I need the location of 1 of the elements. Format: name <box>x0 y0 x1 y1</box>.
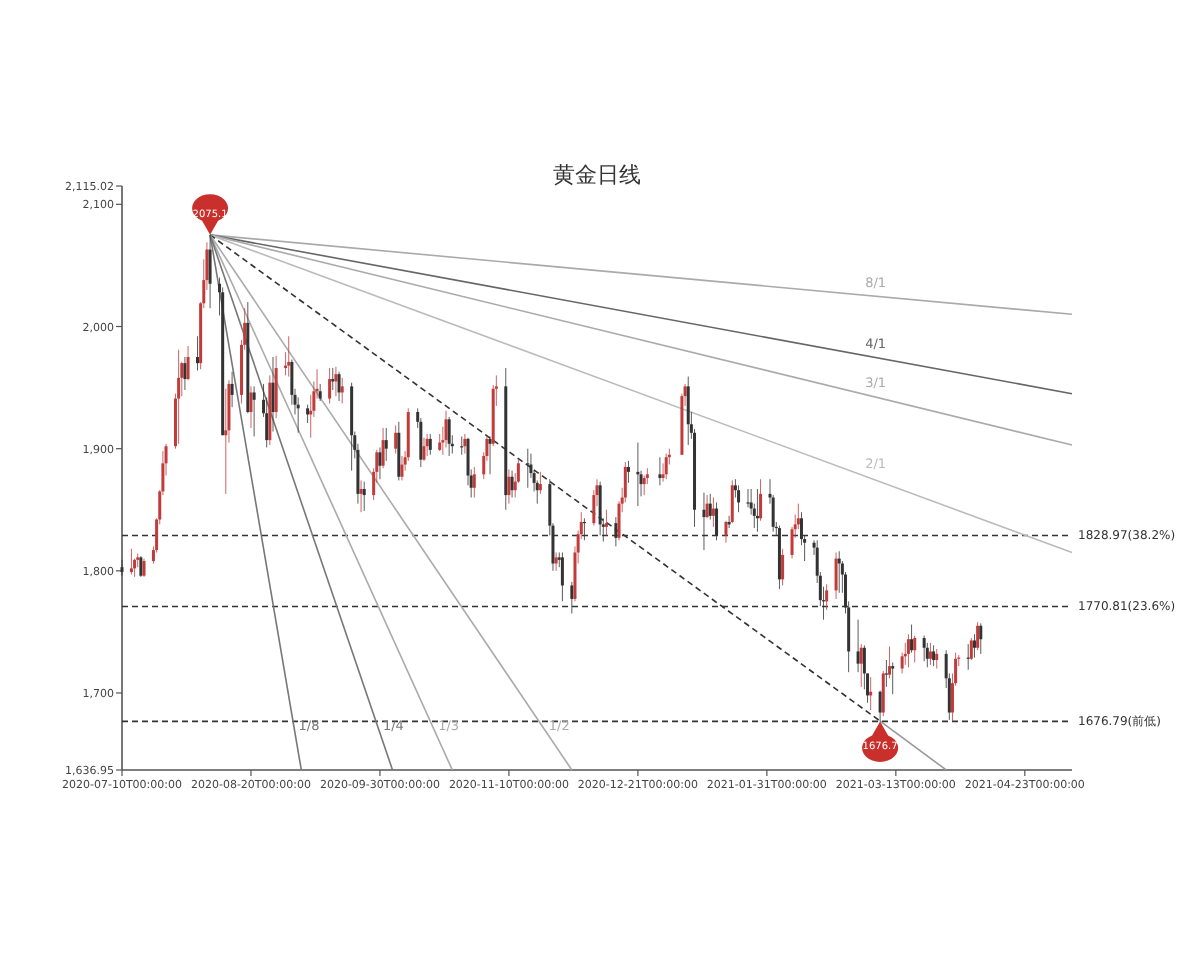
chart-title: 黄金日线 <box>553 162 641 188</box>
